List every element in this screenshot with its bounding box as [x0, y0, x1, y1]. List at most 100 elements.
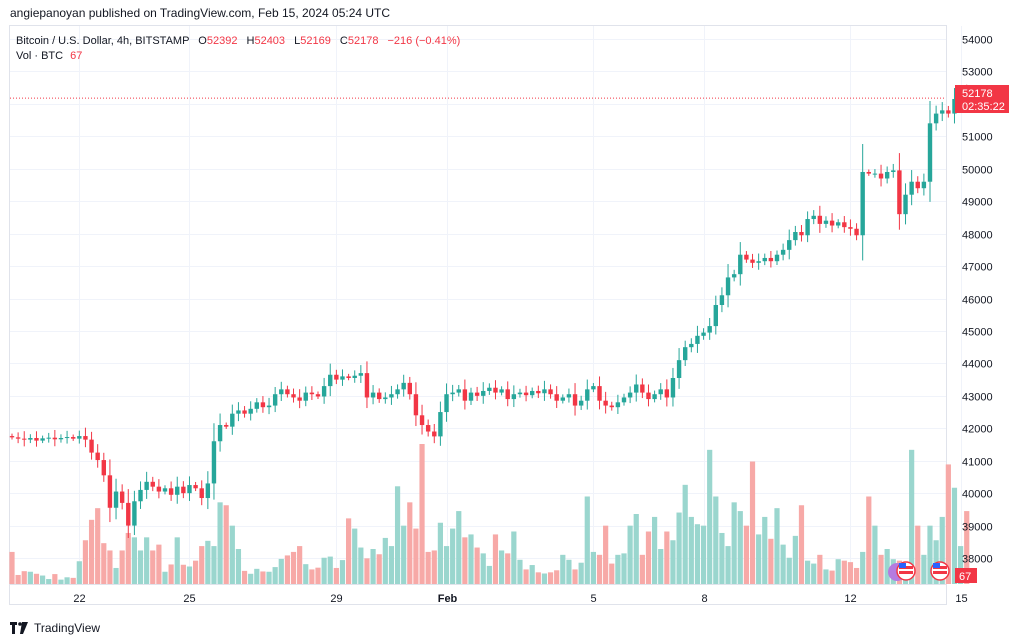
volume-bar: [676, 512, 682, 584]
candle-body: [597, 386, 602, 401]
y-tick-label: 49000: [962, 197, 993, 209]
candle-body: [389, 394, 394, 398]
volume-bar: [235, 549, 242, 584]
candle-body: [346, 376, 351, 378]
candle-body: [903, 194, 908, 215]
volume-tag: 67: [955, 568, 977, 583]
volume-bar: [95, 508, 101, 584]
volume-bar: [725, 546, 731, 584]
x-tick-label: 29: [330, 593, 342, 605]
volume-bar: [9, 551, 15, 584]
candle-body: [946, 110, 951, 114]
volume-bar: [737, 511, 743, 584]
volume-bar: [70, 577, 76, 584]
candle-body: [487, 387, 492, 391]
volume-bar: [499, 550, 505, 584]
candle-body: [340, 376, 345, 380]
candle-body: [132, 501, 137, 526]
candle-body: [493, 387, 498, 393]
candle-body: [811, 215, 816, 220]
candle-body: [634, 384, 639, 393]
volume-bar: [217, 502, 223, 584]
volume-bar: [76, 561, 82, 584]
volume-bar: [841, 560, 847, 584]
volume-bar: [284, 555, 290, 584]
candle-body: [695, 335, 700, 344]
candle-body: [774, 254, 780, 262]
candle-body: [664, 389, 670, 398]
candle-body: [872, 173, 878, 175]
price-tag-countdown: 02:35:22: [962, 101, 1005, 113]
time-axis[interactable]: 22 25 29 Feb 5 8 12 15: [73, 593, 967, 605]
candle-body: [542, 389, 547, 394]
candle-body: [481, 390, 486, 396]
volume-bar: [554, 570, 560, 584]
volume-bar: [633, 514, 639, 584]
volume-bar: [774, 508, 780, 584]
volume-bar: [137, 550, 144, 584]
us-flag-icon[interactable]: [930, 561, 950, 581]
volume-bar: [327, 556, 333, 584]
volume-bar: [474, 547, 480, 584]
candle-body: [707, 326, 712, 333]
volume-bar: [915, 525, 921, 584]
volume-bar: [64, 577, 70, 584]
symbol-label[interactable]: Bitcoin / U.S. Dollar, 4h, BITSTAMP: [16, 35, 190, 47]
volume-bar: [786, 557, 792, 584]
candle-body: [646, 392, 651, 400]
candle-body: [285, 389, 290, 395]
volume-bar: [456, 511, 462, 584]
candle-body: [878, 173, 884, 179]
candle-body: [438, 412, 443, 437]
candle-body: [364, 373, 370, 398]
candle-body: [474, 392, 480, 396]
volume-bar: [835, 559, 841, 584]
candle-body: [266, 405, 272, 408]
candle-body: [505, 389, 510, 400]
event-flag-icon[interactable]: [888, 561, 916, 581]
y-tick-label: 45000: [962, 327, 993, 339]
candle-body: [462, 389, 468, 401]
volume-bar: [817, 554, 823, 584]
volume-bar: [315, 567, 321, 584]
candle-body: [921, 181, 927, 189]
candle-body: [413, 394, 419, 416]
candle-body: [683, 347, 688, 361]
candle-body: [291, 394, 296, 398]
candle-body: [799, 232, 804, 236]
price-axis[interactable]: 38000 39000 40000 41000 42000 43000 44000 45000…: [962, 35, 993, 566]
volume-bar: [700, 525, 707, 584]
volume-bar: [792, 535, 798, 584]
volume-label[interactable]: Vol · BTC: [16, 50, 64, 62]
candle-body: [640, 384, 645, 393]
volume-bar: [694, 524, 701, 584]
volume-bar: [884, 549, 890, 584]
volume-bar: [596, 554, 603, 584]
candle-body: [780, 249, 786, 255]
candle-body: [52, 437, 58, 440]
candle-body: [750, 259, 755, 263]
volume-bar: [492, 534, 499, 584]
volume-bar: [431, 550, 437, 584]
candle-body: [823, 220, 829, 224]
candle-body: [181, 486, 186, 494]
candle-body: [548, 389, 553, 395]
volume-bar: [523, 569, 529, 584]
candle-body: [303, 392, 308, 401]
volume-bar: [645, 531, 652, 584]
candle-body: [572, 394, 578, 406]
volume-bar: [921, 554, 927, 584]
x-tick-label: 12: [844, 593, 856, 605]
volume-bar: [358, 547, 364, 584]
volume-bar: [211, 546, 217, 584]
volume-bar: [82, 540, 89, 584]
y-tick-label: 47000: [962, 262, 993, 274]
candle-body: [297, 397, 302, 401]
candle-body: [95, 452, 100, 461]
candle-body: [377, 392, 382, 400]
volume-bar: [664, 531, 670, 584]
candle-body: [940, 110, 945, 114]
candle-body: [499, 389, 504, 393]
volume-bar: [15, 574, 21, 584]
